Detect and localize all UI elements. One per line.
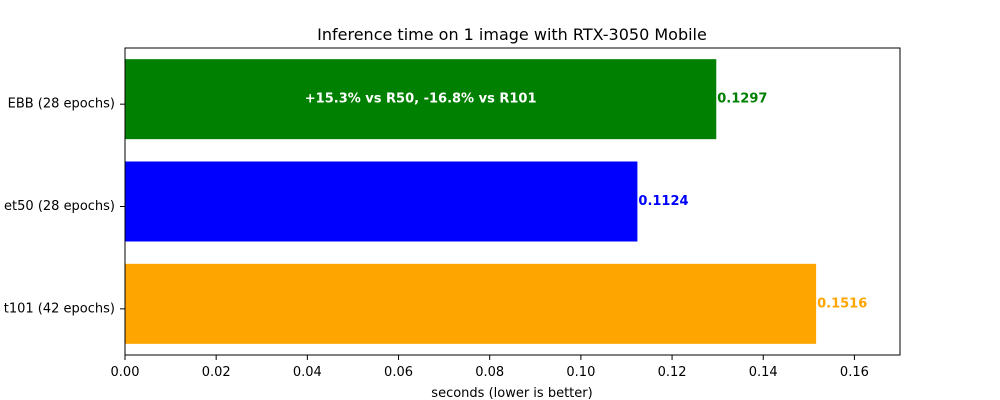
plot-area: 0.1297 EBB (28 epochs) +15.3% vs R50, -16.… — [4, 47, 901, 380]
x-tick-label-5: 0.08 — [475, 365, 504, 380]
x-tick-label-1: 0.00 — [111, 365, 140, 380]
bar-1 — [125, 59, 717, 140]
value-label-1: 0.1297 — [717, 92, 767, 107]
y-tick-label-2: et50 (28 epochs) — [4, 199, 115, 214]
x-tick-label-9: 0.16 — [840, 365, 869, 380]
x-tick-label-2: 0.02 — [202, 365, 231, 380]
x-axis-title: seconds (lower is better) — [431, 386, 592, 400]
value-label-3: 0.1516 — [817, 296, 867, 311]
x-tick-label-7: 0.12 — [658, 365, 687, 380]
y-tick-label-1: EBB (28 epochs) — [8, 97, 115, 112]
value-label-2: 0.1124 — [638, 194, 688, 209]
x-tick-label-6: 0.10 — [566, 365, 595, 380]
y-tick-label-3: t101 (42 epochs) — [4, 301, 115, 316]
chart-title: Inference time on 1 image with RTX-3050 … — [317, 25, 707, 44]
bar-3 — [125, 263, 817, 344]
x-tick-label-3: 0.04 — [293, 365, 322, 380]
x-tick-label-8: 0.14 — [749, 365, 778, 380]
plot-frame — [124, 47, 901, 356]
bar-annotation-1: +15.3% vs R50, -16.8% vs R101 — [305, 92, 537, 107]
x-tick-label-4: 0.06 — [384, 365, 413, 380]
bar-2 — [125, 161, 638, 242]
